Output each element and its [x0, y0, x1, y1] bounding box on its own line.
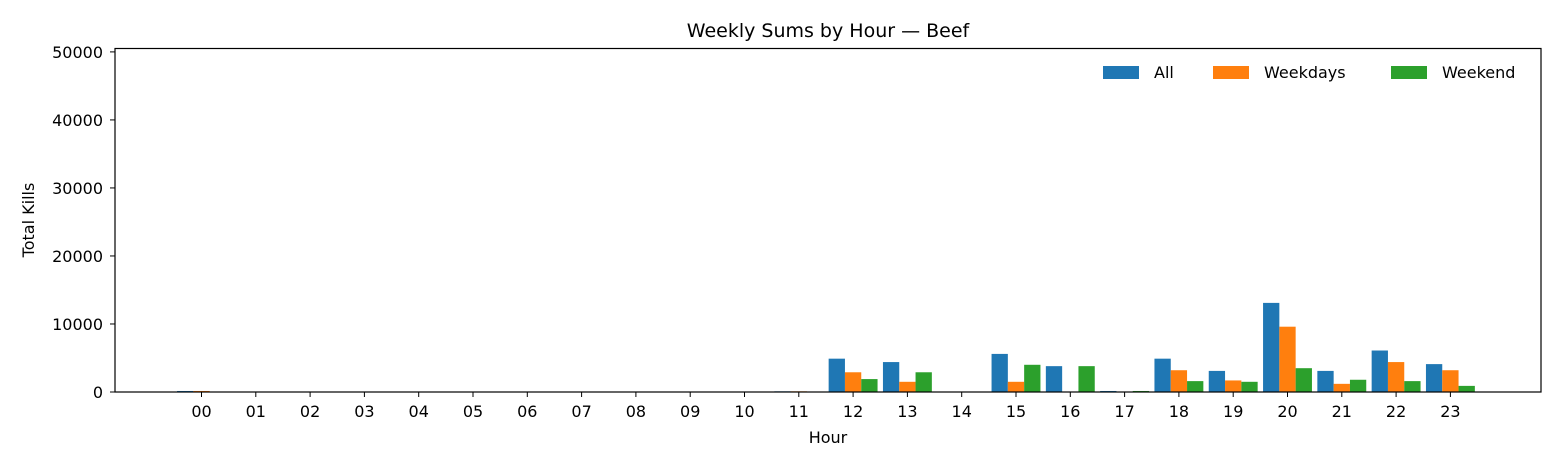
y-tick-label: 30000 — [52, 179, 103, 198]
x-tick-label: 00 — [191, 402, 211, 421]
bar-weekend-13 — [915, 372, 932, 392]
y-tick-label: 10000 — [52, 315, 103, 334]
x-tick-label: 21 — [1332, 402, 1352, 421]
x-tick-label: 16 — [1060, 402, 1080, 421]
bar-weekdays-13 — [899, 381, 916, 392]
bar-weekdays-20 — [1279, 326, 1296, 392]
legend-swatch-weekend — [1391, 66, 1427, 79]
bar-weekend-21 — [1349, 379, 1367, 392]
bar-weekend-18 — [1187, 381, 1204, 392]
x-tick-label: 14 — [952, 402, 972, 421]
y-tick-label: 50000 — [52, 43, 103, 62]
bar-weekdays-18 — [1170, 370, 1188, 392]
bar-weekdays-12 — [844, 372, 862, 392]
x-axis-label: Hour — [809, 428, 848, 447]
y-ticks: 0 10000 20000 30000 40000 50000 — [52, 43, 115, 402]
x-tick-label: 12 — [843, 402, 863, 421]
x-tick-label: 17 — [1114, 402, 1134, 421]
x-tick-label: 10 — [734, 402, 754, 421]
x-tick-label: 03 — [354, 402, 374, 421]
legend-label-weekend: Weekend — [1442, 63, 1515, 82]
bar-weekdays-15 — [1007, 381, 1025, 392]
y-axis-label: Total Kills — [19, 183, 38, 259]
bar-weekdays-21 — [1333, 383, 1350, 392]
x-tick-label: 09 — [680, 402, 700, 421]
bar-weekend-15 — [1024, 364, 1041, 392]
bar-all-15 — [991, 353, 1008, 392]
bar-all-22 — [1371, 350, 1388, 392]
x-tick-label: 11 — [789, 402, 809, 421]
legend-label-weekdays: Weekdays — [1264, 63, 1346, 82]
bar-weekend-20 — [1295, 368, 1312, 392]
x-tick-label: 06 — [517, 402, 537, 421]
x-tick-label: 02 — [300, 402, 320, 421]
legend: All Weekdays Weekend — [1103, 63, 1515, 82]
x-tick-label: 07 — [571, 402, 591, 421]
bar-weekdays-23 — [1442, 370, 1459, 392]
x-ticks: 00 01 02 03 04 05 06 07 08 09 10 11 12 13 14 15 16 17 18 19… — [191, 392, 1461, 421]
y-tick-label: 0 — [93, 383, 103, 402]
bar-weekend-16 — [1078, 366, 1095, 392]
bar-all-19 — [1208, 370, 1226, 392]
legend-swatch-weekdays — [1213, 66, 1249, 79]
bar-weekend-22 — [1404, 381, 1421, 392]
bar-all-18 — [1154, 358, 1171, 392]
x-tick-label: 01 — [246, 402, 266, 421]
bars-layer — [177, 302, 1475, 392]
bar-all-20 — [1263, 302, 1280, 392]
bar-weekend-12 — [861, 379, 878, 392]
x-tick-label: 08 — [626, 402, 646, 421]
y-tick-label: 40000 — [52, 111, 103, 130]
bar-weekdays-22 — [1387, 362, 1405, 392]
legend-swatch-all — [1103, 66, 1139, 79]
x-tick-label: 04 — [409, 402, 429, 421]
y-tick-label: 20000 — [52, 247, 103, 266]
bar-all-16 — [1045, 366, 1063, 392]
bar-weekdays-19 — [1225, 380, 1242, 392]
plot-frame — [114, 47, 1542, 393]
chart-title: Weekly Sums by Hour — Beef — [687, 20, 971, 42]
x-tick-label: 18 — [1169, 402, 1189, 421]
x-tick-label: 22 — [1386, 402, 1406, 421]
bar-all-13 — [882, 362, 900, 392]
bar-weekend-19 — [1241, 381, 1258, 392]
x-tick-label: 23 — [1440, 402, 1460, 421]
bar-all-12 — [828, 358, 845, 392]
bar-all-23 — [1425, 364, 1443, 392]
legend-label-all: All — [1154, 63, 1174, 82]
x-tick-label: 15 — [1006, 402, 1026, 421]
bar-all-21 — [1317, 370, 1334, 392]
x-tick-label: 20 — [1277, 402, 1297, 421]
x-tick-label: 19 — [1223, 402, 1243, 421]
x-tick-label: 13 — [897, 402, 917, 421]
bar-weekend-23 — [1458, 385, 1475, 392]
x-tick-label: 05 — [463, 402, 483, 421]
